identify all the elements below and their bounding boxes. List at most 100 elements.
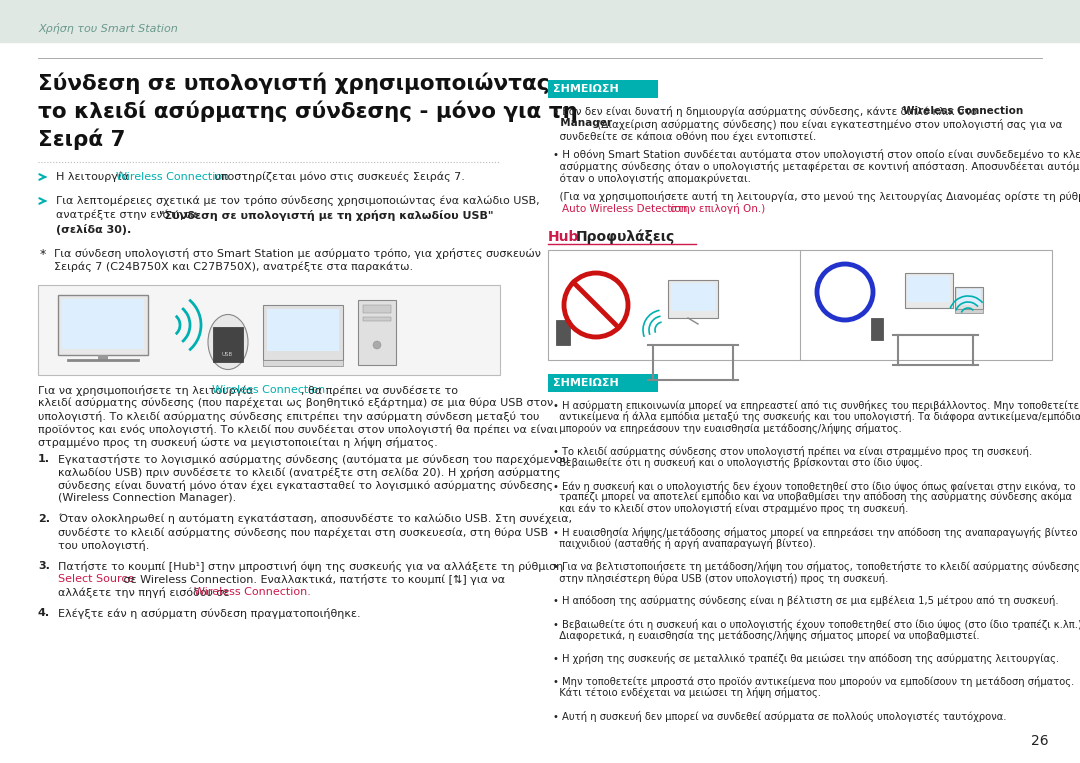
Text: Διαφορετικά, η ευαισθησία της μετάδοσης/λήψης σήματος μπορεί να υποβαθμιστεί.: Διαφορετικά, η ευαισθησία της μετάδοσης/…	[553, 630, 980, 641]
Text: 26: 26	[1031, 734, 1049, 748]
Text: 3.: 3.	[38, 561, 50, 571]
Text: στην πλησιέστερη θύρα USB (στον υπολογιστή) προς τη συσκευή.: στην πλησιέστερη θύρα USB (στον υπολογισ…	[553, 572, 889, 584]
Text: 4.: 4.	[38, 608, 50, 618]
Text: συνδέστε το κλειδί ασύρματης σύνδεσης που παρέχεται στη συσκευεσία, στη θύρα USB: συνδέστε το κλειδί ασύρματης σύνδεσης πο…	[58, 527, 549, 537]
Bar	[0, 0, 1080, 42]
Bar	[905, 273, 953, 308]
Text: Όταν ολοκληρωθεί η αυτόματη εγκατάσταση, αποσυνδέστε το καλώδιο USB. Στη συνέχει: Όταν ολοκληρωθεί η αυτόματη εγκατάσταση,…	[58, 514, 572, 524]
Text: σύνδεσης είναι δυνατή μόνο όταν έχει εγκατασταθεί το λογισμικό ασύρματης σύνδεση: σύνδεσης είναι δυνατή μόνο όταν έχει εγκ…	[58, 480, 553, 491]
Text: τραπέζι μπορεί να αποτελεί εμπόδιο και να υποβαθμίσει την απόδοση της ασύρματης : τραπέζι μπορεί να αποτελεί εμπόδιο και ν…	[553, 492, 1072, 503]
Text: Wireless Connection.: Wireless Connection.	[194, 587, 311, 597]
Text: Η λειτουργία: Η λειτουργία	[56, 172, 133, 182]
Text: υπολογιστή. Το κλειδί ασύρματης σύνδεσης επιτρέπει την ασύρματη σύνδεση μεταξύ τ: υπολογιστή. Το κλειδί ασύρματης σύνδεσης…	[38, 411, 539, 422]
Text: του υπολογιστή.: του υπολογιστή.	[58, 540, 149, 551]
Text: (Wireless Connection Manager).: (Wireless Connection Manager).	[58, 493, 237, 503]
Bar	[267, 309, 339, 351]
Text: • Μην τοποθετείτε μπροστά στο προϊόν αντικείμενα που μπορούν να εμποδίσουν τη με: • Μην τοποθετείτε μπροστά στο προϊόν αντ…	[553, 676, 1075, 687]
Text: Χρήση του Smart Station: Χρήση του Smart Station	[38, 22, 178, 34]
Text: Για λεπτομέρειες σχετικά με τον τρόπο σύνδεσης χρησιμοποιώντας ένα καλώδιο USB,: Για λεπτομέρειες σχετικά με τον τρόπο σύ…	[56, 196, 540, 207]
Text: • Εάν η συσκευή και ο υπολογιστής δεν έχουν τοποθετηθεί στο ίδιο ύψος όπως φαίνε: • Εάν η συσκευή και ο υπολογιστής δεν έχ…	[553, 481, 1076, 491]
Text: αντικείμενα ή άλλα εμπόδια μεταξύ της συσκευής και του υπολογιστή. Τα διάφορα αν: αντικείμενα ή άλλα εμπόδια μεταξύ της συ…	[553, 411, 1080, 423]
Text: υποστηρίζεται μόνο στις συσκευές Σειράς 7.: υποστηρίζεται μόνο στις συσκευές Σειράς …	[211, 172, 464, 182]
Bar	[548, 374, 658, 392]
Bar	[363, 305, 391, 313]
Text: 2.: 2.	[38, 514, 50, 524]
Text: μπορούν να επηρεάσουν την ευαισθησία μετάδοσης/λήψης σήματος.: μπορούν να επηρεάσουν την ευαισθησία μετ…	[553, 423, 902, 434]
Text: • Η οθόνη Smart Station συνδέεται αυτόματα στον υπολογιστή στον οποίο είναι συνδ: • Η οθόνη Smart Station συνδέεται αυτόμα…	[553, 149, 1080, 159]
Text: (Διαχείριση ασύρματης σύνδεσης) που είναι εγκατεστημένο στον υπολογιστή σας για : (Διαχείριση ασύρματης σύνδεσης) που είνα…	[594, 118, 1063, 130]
Text: Κάτι τέτοιο ενδέχεται να μειώσει τη λήψη σήματος.: Κάτι τέτοιο ενδέχεται να μειώσει τη λήψη…	[553, 687, 821, 698]
Text: (σελίδα 30).: (σελίδα 30).	[56, 224, 132, 235]
Bar	[38, 285, 500, 375]
Text: Για σύνδεση υπολογιστή στο Smart Station με ασύρματο τρόπο, για χρήστες συσκευών: Για σύνδεση υπολογιστή στο Smart Station…	[54, 248, 541, 259]
Text: • Η ασύρματη επικοινωνία μπορεί να επηρεαστεί από τις συνθήκες του περιβάλλοντος: • Η ασύρματη επικοινωνία μπορεί να επηρε…	[553, 400, 1079, 411]
Text: ΣΗΜΕΙΩΣΗ: ΣΗΜΕΙΩΣΗ	[553, 378, 619, 388]
Text: Εγκαταστήστε το λογισμικό ασύρματης σύνδεσης (αυτόματα με σύνδεση του παρεχόμενο: Εγκαταστήστε το λογισμικό ασύρματης σύνδ…	[58, 454, 569, 465]
Text: ανατρέξτε στην ενότητα: ανατρέξτε στην ενότητα	[56, 210, 201, 221]
Text: (Για να χρησιμοποιήσετε αυτή τη λειτουργία, στο μενού της λειτουργίας Διανομέας : (Για να χρησιμοποιήσετε αυτή τη λειτουργ…	[553, 191, 1080, 202]
Bar	[357, 300, 396, 365]
Text: • Αυτή η συσκευή δεν μπορεί να συνδεθεί ασύρματα σε πολλούς υπολογιστές ταυτόχρο: • Αυτή η συσκευή δεν μπορεί να συνδεθεί …	[553, 710, 1007, 722]
Text: παιχνιδιού (ασταθής ή αργή αναπαραγωγή βίντεο).: παιχνιδιού (ασταθής ή αργή αναπαραγωγή β…	[553, 538, 816, 549]
Text: Select Source: Select Source	[58, 574, 134, 584]
Text: Σύνδεση σε υπολογιστή χρησιμοποιώντας: Σύνδεση σε υπολογιστή χρησιμοποιώντας	[38, 72, 550, 94]
Text: *: *	[40, 248, 46, 261]
Text: Σειράς 7 (C24B750X και C27B750X), ανατρέξτε στα παρακάτω.: Σειράς 7 (C24B750X και C27B750X), ανατρέ…	[54, 262, 414, 272]
Bar	[58, 295, 148, 355]
Text: • Η ευαισθησία λήψης/μετάδοσης σήματος μπορεί να επηρεάσει την απόδοση της αναπα: • Η ευαισθησία λήψης/μετάδοσης σήματος μ…	[553, 526, 1080, 537]
Text: κλειδί ασύρματης σύνδεσης (που παρέχεται ως βοηθητικό εξάρτημα) σε μια θύρα USB : κλειδί ασύρματης σύνδεσης (που παρέχεται…	[38, 398, 553, 408]
Text: • Το κλειδί ασύρματης σύνδεσης στον υπολογιστή πρέπει να είναι στραμμένο προς τη: • Το κλειδί ασύρματης σύνδεσης στον υπολ…	[553, 446, 1032, 457]
Ellipse shape	[373, 341, 381, 349]
Text: Πατήστε το κουμπί [Hub¹] στην μπροστινή όψη της συσκευής για να αλλάξετε τη ρύθμ: Πατήστε το κουμπί [Hub¹] στην μπροστινή …	[58, 561, 564, 572]
Bar	[548, 250, 1052, 360]
Text: ΣΗΜΕΙΩΣΗ: ΣΗΜΕΙΩΣΗ	[553, 84, 619, 94]
Bar	[870, 318, 883, 340]
Text: Βεβαιωθείτε ότι η συσκευή και ο υπολογιστής βρίσκονται στο ίδιο ύψος.: Βεβαιωθείτε ότι η συσκευή και ο υπολογισ…	[553, 458, 923, 468]
Text: Για να χρησιμοποιήσετε τη λειτουργία: Για να χρησιμοποιήσετε τη λειτουργία	[38, 385, 257, 396]
Text: προϊόντος και ενός υπολογιστή. Το κλειδί που συνδέεται στον υπολογιστή θα πρέπει: προϊόντος και ενός υπολογιστή. Το κλειδί…	[38, 424, 557, 435]
Text: Wireless Connection: Wireless Connection	[212, 385, 325, 395]
Text: Προφυλάξεις: Προφυλάξεις	[576, 230, 675, 244]
Text: 1.: 1.	[38, 454, 50, 464]
Text: όταν ο υπολογιστής απομακρύνεται.: όταν ο υπολογιστής απομακρύνεται.	[553, 173, 751, 185]
Text: • Για να βελτιστοποιήσετε τη μετάδοση/λήψη του σήματος, τοποθετήστε το κλειδί ασ: • Για να βελτιστοποιήσετε τη μετάδοση/λή…	[553, 561, 1080, 572]
Bar	[264, 360, 343, 366]
Bar	[213, 327, 243, 362]
Text: καλωδίου USB) πριν συνδέσετε το κλειδί (ανατρέξτε στη σελίδα 20). Η χρήση ασύρμα: καλωδίου USB) πριν συνδέσετε το κλειδί (…	[58, 467, 561, 478]
Text: • Η χρήση της συσκευής σε μεταλλικό τραπέζι θα μειώσει την απόδοση της ασύρματης: • Η χρήση της συσκευής σε μεταλλικό τραπ…	[553, 653, 1059, 664]
Text: • Βεβαιωθείτε ότι η συσκευή και ο υπολογιστής έχουν τοποθετηθεί στο ίδιο ύψος (σ: • Βεβαιωθείτε ότι η συσκευή και ο υπολογ…	[553, 619, 1080, 629]
Ellipse shape	[208, 314, 248, 369]
Text: USB: USB	[221, 352, 232, 357]
Bar	[264, 305, 343, 360]
Bar	[908, 276, 950, 302]
Bar	[957, 289, 981, 305]
Bar	[955, 287, 983, 309]
Bar	[62, 299, 144, 349]
Text: Wireless Connection: Wireless Connection	[903, 106, 1024, 116]
Bar	[671, 283, 715, 311]
Bar	[556, 320, 570, 345]
Text: ασύρματης σύνδεσης όταν ο υπολογιστής μεταφέρεται σε κοντινή απόσταση. Αποσυνδέε: ασύρματης σύνδεσης όταν ο υπολογιστής με…	[553, 161, 1080, 172]
Bar	[955, 309, 983, 313]
Bar	[548, 80, 658, 98]
Text: Wireless Connection: Wireless Connection	[116, 172, 229, 182]
Text: Manager: Manager	[553, 118, 612, 128]
Text: • Εάν δεν είναι δυνατή η δημιουργία ασύρματης σύνδεσης, κάντε διπλό κλικ στο: • Εάν δεν είναι δυνατή η δημιουργία ασύρ…	[553, 106, 981, 117]
Text: αλλάξετε την πηγή εισόδου σε: αλλάξετε την πηγή εισόδου σε	[58, 587, 233, 598]
Bar	[669, 280, 718, 318]
Text: Auto Wireless Detection: Auto Wireless Detection	[562, 204, 688, 214]
Text: "Σύνδεση σε υπολογιστή με τη χρήση καλωδίου USB": "Σύνδεση σε υπολογιστή με τη χρήση καλωδ…	[159, 210, 494, 221]
Text: • Η απόδοση της ασύρματης σύνδεσης είναι η βέλτιστη σε μια εμβέλεια 1,5 μέτρου α: • Η απόδοση της ασύρματης σύνδεσης είναι…	[553, 595, 1058, 607]
Text: στην επιλογή On.): στην επιλογή On.)	[666, 204, 765, 214]
Text: συνδεθείτε σε κάποια οθόνη που έχει εντοπιστεί.: συνδεθείτε σε κάποια οθόνη που έχει εντο…	[553, 131, 816, 141]
Bar	[363, 317, 391, 321]
Text: Σειρά 7: Σειρά 7	[38, 128, 125, 150]
Text: Hub: Hub	[548, 230, 579, 244]
Text: σε Wireless Connection. Εναλλακτικά, πατήστε το κουμπί [⇅] για να: σε Wireless Connection. Εναλλακτικά, πατ…	[120, 574, 505, 585]
Text: στραμμένο προς τη συσκευή ώστε να μεγιστοποιείται η λήψη σήματος.: στραμμένο προς τη συσκευή ώστε να μεγιστ…	[38, 437, 437, 448]
Bar	[98, 355, 108, 360]
Text: και εάν το κλειδί στον υπολογιστή είναι στραμμένο προς τη συσκευή.: και εάν το κλειδί στον υπολογιστή είναι …	[553, 504, 908, 514]
Text: το κλειδί ασύρματης σύνδεσης - μόνο για τη: το κλειδί ασύρματης σύνδεσης - μόνο για …	[38, 100, 578, 121]
Text: Ελέγξτε εάν η ασύρματη σύνδεση πραγματοποιήθηκε.: Ελέγξτε εάν η ασύρματη σύνδεση πραγματοπ…	[58, 608, 361, 619]
Text: , θα πρέπει να συνδέσετε το: , θα πρέπει να συνδέσετε το	[301, 385, 458, 395]
